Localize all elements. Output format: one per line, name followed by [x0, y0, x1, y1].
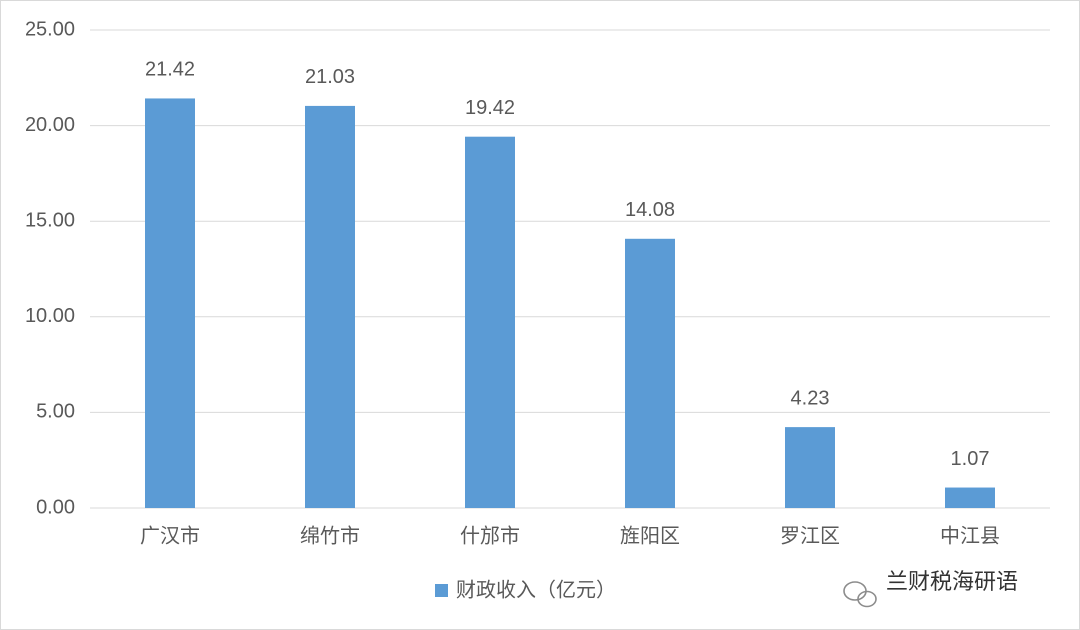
- data-label: 19.42: [465, 97, 515, 119]
- bar: [305, 105, 355, 508]
- data-label: 21.42: [145, 59, 195, 81]
- data-label: 4.23: [791, 387, 830, 409]
- legend-swatch: [435, 584, 448, 597]
- y-tick-label: 10.00: [25, 305, 75, 327]
- y-tick-label: 15.00: [25, 209, 75, 231]
- watermark: 兰财税海研语: [886, 569, 1018, 594]
- bar: [465, 136, 515, 508]
- bar: [625, 238, 675, 508]
- y-tick-label: 0.00: [36, 496, 75, 518]
- data-label: 21.03: [305, 66, 355, 88]
- x-tick-label: 广汉市: [140, 524, 200, 547]
- y-tick-label: 25.00: [25, 18, 75, 40]
- y-tick-label: 20.00: [25, 114, 75, 136]
- x-tick-label: 旌阳区: [620, 524, 680, 547]
- bar: [145, 98, 195, 509]
- x-tick-label: 罗江区: [780, 524, 840, 547]
- x-tick-label: 什邡市: [460, 524, 520, 547]
- y-tick-label: 5.00: [36, 401, 75, 423]
- bar: [945, 487, 995, 508]
- legend-label: 财政收入（亿元）: [456, 578, 616, 601]
- bar: [785, 427, 835, 508]
- data-label: 1.07: [951, 448, 990, 470]
- watermark-logo: [843, 581, 877, 608]
- data-label: 14.08: [625, 199, 675, 221]
- x-tick-label: 中江县: [940, 524, 1000, 547]
- x-tick-label: 绵竹市: [300, 524, 360, 547]
